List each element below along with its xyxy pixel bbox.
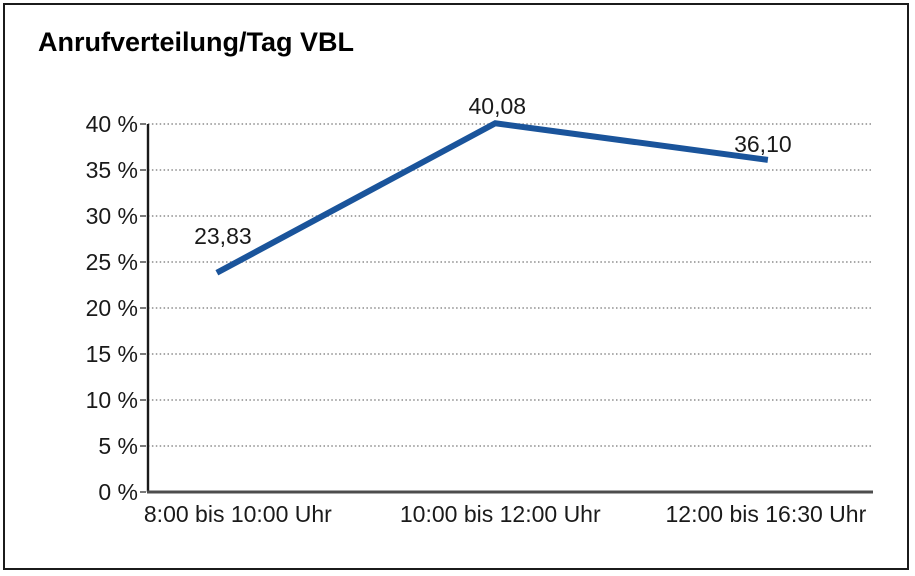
data-label: 36,10 [734,130,792,157]
y-axis-label: 15 % [85,341,138,367]
chart-frame [3,3,909,570]
y-axis-label: 20 % [85,295,138,321]
y-axis-label: 10 % [85,387,138,413]
y-axis-label: 35 % [85,157,138,183]
y-axis-label: 0 % [98,479,138,505]
chart-title: Anrufverteilung/Tag VBL [38,27,355,57]
y-axis-label: 5 % [98,433,138,459]
x-axis-label: 10:00 bis 12:00 Uhr [399,501,601,527]
data-line [215,120,769,276]
data-label: 40,08 [468,93,527,120]
y-axis-label: 40 % [85,111,138,137]
x-axis-label: 8:00 bis 10:00 Uhr [143,501,332,527]
x-axis-label: 12:00 bis 16:30 Uhr [665,501,867,527]
y-axis-label: 25 % [85,249,138,275]
y-axis-label: 30 % [85,203,138,229]
data-label: 23,83 [194,222,252,249]
